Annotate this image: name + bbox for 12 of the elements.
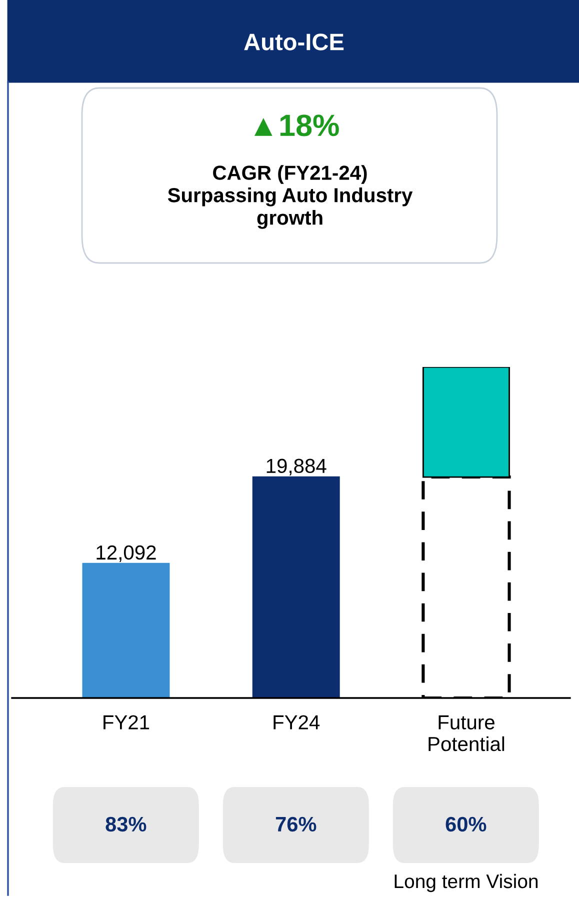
text: 76%	[276, 816, 316, 832]
x-tick-label: FY24	[274, 715, 320, 730]
x-tick-label: FY21	[104, 715, 150, 730]
text: Long term Vision	[394, 874, 538, 892]
text: CAGR (FY21-24) Surpassing Auto Industry growth	[168, 165, 413, 229]
text: ▲18%	[254, 114, 339, 136]
x-tick-label: Future Potential	[428, 715, 504, 752]
chart-title: Auto-ICE	[244, 34, 344, 50]
data-label: 12,092	[96, 545, 156, 562]
data-label: 19,884	[266, 458, 326, 476]
text: 60%	[446, 816, 486, 832]
text: 83%	[106, 816, 146, 832]
